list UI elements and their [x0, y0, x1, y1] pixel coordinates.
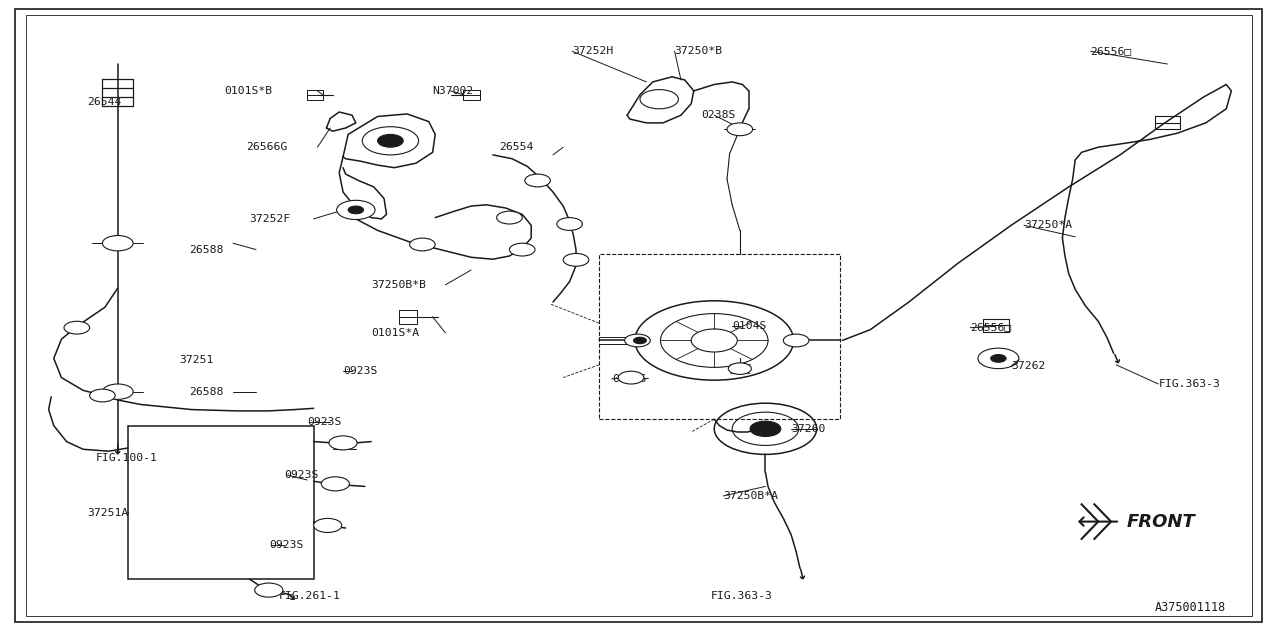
Circle shape — [625, 334, 650, 347]
Text: 37262: 37262 — [1011, 361, 1046, 371]
Circle shape — [750, 421, 781, 436]
Text: 37251: 37251 — [179, 355, 214, 365]
Text: 0923S: 0923S — [284, 470, 319, 480]
Text: A375001118: A375001118 — [1155, 602, 1226, 614]
Circle shape — [102, 384, 133, 399]
Circle shape — [378, 134, 403, 147]
Text: 0101S*A: 0101S*A — [371, 328, 420, 338]
Text: 0923S: 0923S — [343, 366, 378, 376]
Circle shape — [728, 363, 751, 374]
Text: 26556□: 26556□ — [1091, 46, 1132, 56]
Text: 0238S: 0238S — [612, 374, 646, 384]
Circle shape — [509, 243, 535, 256]
Circle shape — [348, 206, 364, 214]
Bar — [128, 426, 314, 579]
Text: 0923S: 0923S — [307, 417, 342, 428]
Circle shape — [727, 123, 753, 136]
Circle shape — [783, 334, 809, 347]
Text: FIG.100-1: FIG.100-1 — [96, 452, 157, 463]
Text: FIG.363-3: FIG.363-3 — [710, 591, 772, 602]
Circle shape — [991, 355, 1006, 362]
Text: 0923S: 0923S — [269, 540, 303, 550]
Text: 0101S*B: 0101S*B — [224, 86, 273, 96]
Text: 26554: 26554 — [499, 142, 534, 152]
Text: 0238S: 0238S — [701, 110, 736, 120]
Text: 37260: 37260 — [791, 424, 826, 434]
Circle shape — [314, 518, 342, 532]
Text: 37250*A: 37250*A — [1024, 220, 1073, 230]
Circle shape — [563, 253, 589, 266]
Circle shape — [321, 477, 349, 491]
Circle shape — [618, 371, 644, 384]
Text: 37250*B: 37250*B — [675, 46, 723, 56]
Text: 37250B*B: 37250B*B — [371, 280, 426, 290]
Text: FIG.261-1: FIG.261-1 — [279, 591, 340, 602]
Text: N37002: N37002 — [433, 86, 474, 96]
Circle shape — [102, 236, 133, 251]
Text: 0104S: 0104S — [732, 321, 767, 332]
Circle shape — [255, 583, 283, 597]
Text: 26588: 26588 — [189, 244, 224, 255]
Circle shape — [329, 436, 357, 450]
Text: 37252F: 37252F — [250, 214, 291, 224]
Text: 26588: 26588 — [189, 387, 224, 397]
Text: 26544: 26544 — [87, 97, 122, 108]
Text: FRONT: FRONT — [1126, 513, 1196, 531]
Circle shape — [64, 321, 90, 334]
Circle shape — [557, 218, 582, 230]
Text: FIG.363-3: FIG.363-3 — [1158, 379, 1220, 389]
Bar — [599, 254, 840, 419]
Circle shape — [497, 211, 522, 224]
Text: 26556□: 26556□ — [970, 323, 1011, 333]
Circle shape — [634, 337, 646, 344]
Text: 37252H: 37252H — [572, 46, 613, 56]
Circle shape — [525, 174, 550, 187]
Text: 37250B*A: 37250B*A — [723, 491, 778, 501]
Circle shape — [410, 238, 435, 251]
Circle shape — [90, 389, 115, 402]
Circle shape — [337, 200, 375, 220]
Text: 26566G: 26566G — [246, 142, 287, 152]
Text: 37251A: 37251A — [87, 508, 128, 518]
